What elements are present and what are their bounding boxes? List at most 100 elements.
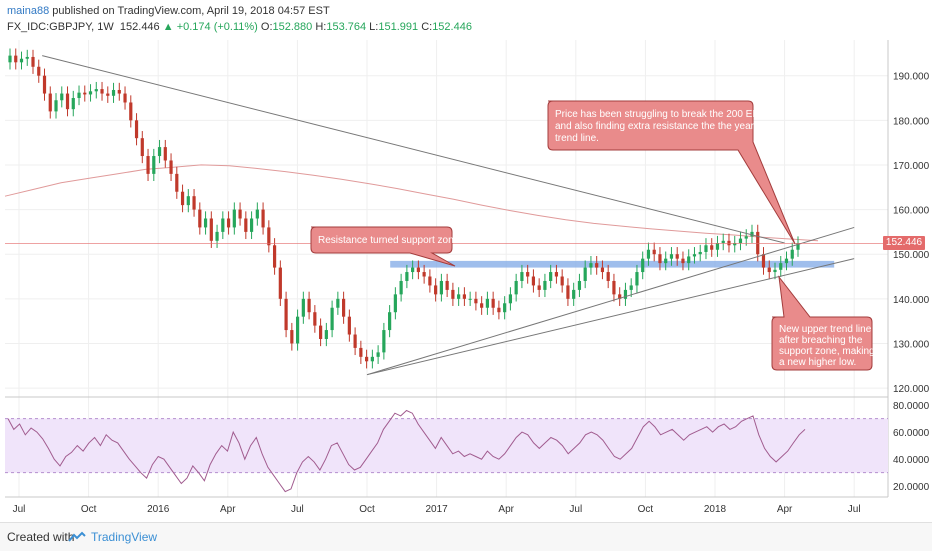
candle[interactable]: [411, 260, 415, 280]
candle[interactable]: [422, 264, 426, 284]
candle[interactable]: [618, 287, 622, 306]
candle[interactable]: [111, 82, 116, 103]
time-axis[interactable]: Jul Oct 2016 Apr Jul Oct 2017 Apr Jul Oct 2018 Apr J…: [13, 504, 861, 515]
candle[interactable]: [77, 85, 81, 106]
candle[interactable]: [100, 81, 104, 101]
candle[interactable]: [549, 264, 553, 289]
candle[interactable]: [232, 202, 236, 235]
chart-canvas[interactable]: 190.000 180.000 170.000 160.000 150.000 140.0…: [0, 0, 932, 522]
candle[interactable]: [462, 287, 466, 306]
candle[interactable]: [152, 148, 156, 182]
candle[interactable]: [284, 291, 288, 338]
rsi-pane[interactable]: [5, 409, 888, 493]
candle[interactable]: [180, 184, 185, 213]
candle[interactable]: [635, 264, 639, 293]
candle[interactable]: [779, 255, 783, 277]
candle[interactable]: [365, 349, 369, 369]
candle[interactable]: [595, 255, 599, 275]
callout-ema[interactable]: Price has been struggling to break the 2…: [547, 100, 796, 245]
candle[interactable]: [88, 84, 93, 102]
trend-line[interactable]: [42, 55, 785, 244]
candle[interactable]: [203, 211, 208, 235]
candle[interactable]: [192, 189, 196, 217]
candle[interactable]: [370, 349, 374, 369]
candle[interactable]: [134, 113, 139, 146]
candle[interactable]: [198, 202, 202, 235]
candle[interactable]: [342, 291, 346, 324]
candle[interactable]: [175, 166, 179, 199]
candle[interactable]: [71, 90, 75, 117]
support-zone[interactable]: [390, 260, 835, 268]
candle[interactable]: [641, 251, 645, 280]
candle[interactable]: [514, 273, 518, 302]
candle[interactable]: [278, 260, 282, 306]
candle[interactable]: [445, 273, 449, 298]
candle[interactable]: [94, 81, 98, 99]
candle[interactable]: [600, 260, 605, 280]
candle[interactable]: [353, 327, 357, 356]
candle[interactable]: [577, 273, 582, 298]
candle[interactable]: [186, 189, 190, 213]
candle[interactable]: [773, 262, 777, 280]
candle[interactable]: [106, 86, 110, 103]
candle[interactable]: [629, 278, 633, 298]
candle[interactable]: [497, 300, 501, 320]
candle[interactable]: [399, 273, 403, 302]
candle[interactable]: [307, 291, 311, 320]
trend-line[interactable]: [366, 258, 855, 376]
author-link[interactable]: maina88: [7, 5, 50, 17]
ema-path[interactable]: [4, 164, 819, 242]
candle[interactable]: [434, 278, 438, 302]
candle[interactable]: [480, 296, 484, 315]
candle[interactable]: [675, 247, 679, 266]
candle[interactable]: [272, 238, 277, 275]
candle[interactable]: [54, 93, 58, 119]
candle[interactable]: [117, 82, 121, 101]
candle[interactable]: [416, 260, 420, 280]
callout-higher-low[interactable]: New upper trend line after breaching the…: [771, 275, 877, 371]
candle[interactable]: [583, 260, 587, 289]
candle[interactable]: [704, 238, 708, 260]
candle[interactable]: [31, 49, 35, 74]
candle[interactable]: [669, 247, 674, 266]
candle[interactable]: [692, 247, 697, 264]
candle[interactable]: [388, 305, 392, 338]
candle[interactable]: [221, 211, 225, 240]
candle[interactable]: [215, 224, 219, 248]
candle[interactable]: [572, 282, 576, 306]
candle[interactable]: [612, 273, 616, 302]
rsi-axis[interactable]: 80.0000 60.0000 40.0000 20.0000: [893, 401, 930, 493]
candle[interactable]: [25, 49, 29, 66]
trend-lines[interactable]: [42, 55, 855, 376]
candle[interactable]: [537, 278, 541, 298]
candle[interactable]: [313, 305, 317, 333]
candle[interactable]: [123, 86, 127, 110]
candle[interactable]: [226, 211, 231, 235]
candle[interactable]: [19, 51, 24, 70]
callouts[interactable]: Resistance turned support zone Price has…: [310, 100, 877, 371]
zone-rect[interactable]: [390, 260, 835, 268]
candle[interactable]: [324, 322, 328, 347]
tradingview-link[interactable]: TradingView: [91, 530, 158, 544]
candle[interactable]: [606, 264, 610, 289]
candle[interactable]: [531, 269, 536, 293]
candle[interactable]: [393, 287, 397, 320]
price-axis[interactable]: 190.000 180.000 170.000 160.000 150.000 140.0…: [893, 72, 930, 395]
candle[interactable]: [796, 236, 800, 257]
candle[interactable]: [405, 264, 409, 289]
symbol-label[interactable]: FX_IDC:GBPJPY, 1W: [7, 21, 114, 33]
candle[interactable]: [520, 264, 524, 289]
candle[interactable]: [336, 291, 340, 315]
candle[interactable]: [37, 59, 41, 83]
candle[interactable]: [163, 139, 167, 168]
candle[interactable]: [589, 255, 593, 275]
candle[interactable]: [451, 282, 455, 306]
candle[interactable]: [474, 291, 478, 311]
candle[interactable]: [48, 86, 52, 119]
candle[interactable]: [658, 247, 662, 271]
candle[interactable]: [244, 211, 248, 240]
candle[interactable]: [140, 131, 144, 164]
candle[interactable]: [60, 86, 64, 108]
candle[interactable]: [646, 242, 651, 266]
candle[interactable]: [14, 48, 18, 70]
